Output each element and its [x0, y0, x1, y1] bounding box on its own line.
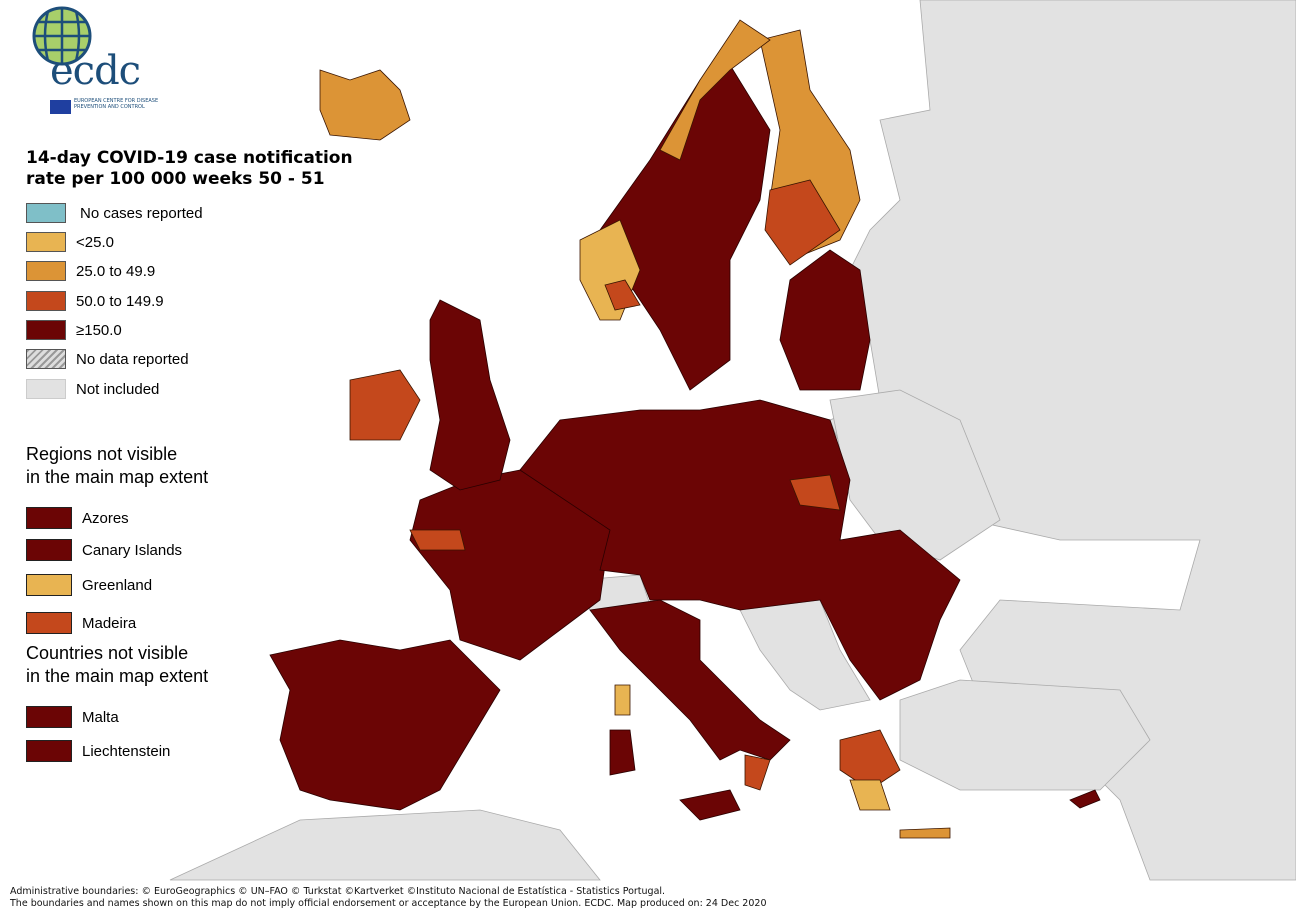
region-label: Canary Islands — [82, 541, 183, 559]
legend-label: 50.0 to 149.9 — [76, 292, 164, 310]
region-sicily — [679, 789, 741, 821]
eu-flag-icon — [50, 100, 71, 114]
region-iceland — [319, 69, 411, 141]
title-line1: 14-day COVID-19 case notification — [26, 148, 353, 168]
legend-50-149: 50.0 to 149.9 — [26, 290, 164, 312]
region-north-africa — [169, 809, 601, 881]
country-label: Malta — [82, 708, 119, 726]
ecdc-logo: ecdc EUROPEAN CENTRE FOR DISEASE PREVENT… — [24, 6, 158, 116]
logo-wordmark: ecdc — [50, 48, 141, 94]
footer-disclaimer: The boundaries and names shown on this m… — [10, 898, 767, 909]
regions-heading-line1: Regions not visible — [26, 444, 178, 464]
region-cyprus — [1069, 789, 1101, 809]
region-azores: Azores — [26, 507, 129, 529]
legend-label: No cases reported — [80, 204, 203, 222]
logo-subtitle: EUROPEAN CENTRE FOR DISEASE PREVENTION A… — [74, 98, 159, 110]
region-turkey — [899, 679, 1151, 791]
countries-heading: Countries not visible in the main map ex… — [26, 642, 208, 688]
region-iberia — [269, 639, 501, 811]
country-label: Liechtenstein — [82, 742, 171, 760]
region-balkans-nonEU — [739, 599, 871, 711]
legend-not-included: Not included — [26, 378, 159, 400]
country-malta: Malta — [26, 706, 119, 728]
legend-lt25: <25.0 — [26, 231, 114, 253]
region-label: Madeira — [82, 614, 137, 632]
globe-icon — [32, 6, 92, 66]
region-central — [519, 399, 961, 701]
region-greenland: Greenland — [26, 574, 152, 596]
regions-heading: Regions not visible in the main map exte… — [26, 443, 208, 489]
region-peloponnese — [849, 779, 891, 811]
countries-heading-line2: in the main map extent — [26, 666, 209, 686]
legend-label: ≥150.0 — [76, 321, 122, 339]
region-calabria — [744, 754, 771, 791]
legend-no-cases: No cases reported — [26, 202, 203, 224]
region-brittany — [409, 529, 466, 551]
map-title: 14-day COVID-19 case notification rate p… — [26, 148, 353, 190]
region-france — [409, 469, 611, 661]
region-baltics — [779, 249, 871, 391]
region-madeira: Madeira — [26, 612, 136, 634]
region-romania-ne — [789, 474, 841, 511]
legend-label: Not included — [76, 380, 160, 398]
legend-no-data: No data reported — [26, 348, 189, 370]
region-ireland — [349, 369, 421, 441]
region-label: Azores — [82, 509, 129, 527]
region-oslo — [604, 279, 641, 311]
countries-heading-line1: Countries not visible — [26, 643, 189, 663]
legend-label: <25.0 — [76, 233, 114, 251]
legend-label: 25.0 to 49.9 — [76, 262, 156, 280]
region-belarus-ukraine — [829, 389, 1001, 561]
legend-25-49: 25.0 to 49.9 — [26, 260, 155, 282]
region-finland-south — [764, 179, 841, 266]
legend-150plus: ≥150.0 — [26, 319, 122, 341]
map-footer: Administrative boundaries: © EuroGeograp… — [10, 886, 767, 910]
footer-attribution: Administrative boundaries: © EuroGeograp… — [10, 886, 666, 897]
region-label: Greenland — [82, 576, 153, 594]
region-canary-islands: Canary Islands — [26, 539, 182, 561]
region-uk — [429, 299, 511, 491]
region-norway-north — [659, 19, 771, 161]
country-liechtenstein: Liechtenstein — [26, 740, 170, 762]
region-crete — [899, 827, 951, 839]
region-corsica — [614, 684, 631, 716]
regions-heading-line2: in the main map extent — [26, 467, 209, 487]
legend-label: No data reported — [76, 350, 189, 368]
title-line2: rate per 100 000 weeks 50 - 51 — [26, 169, 325, 189]
region-greece — [839, 729, 901, 791]
region-sardinia — [609, 729, 636, 776]
